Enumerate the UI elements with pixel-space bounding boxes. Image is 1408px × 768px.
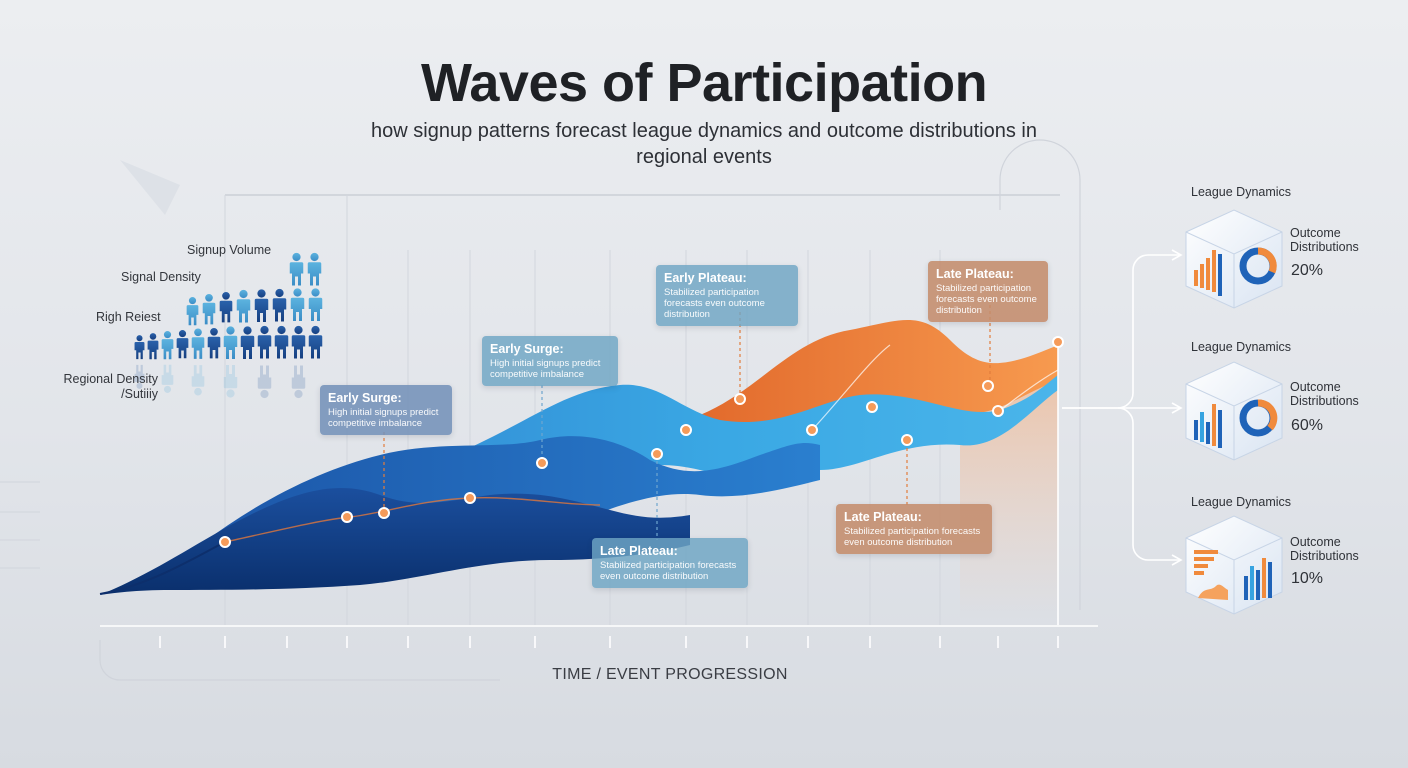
marker-6 [651, 448, 663, 460]
people-label-regional-density: Regional Density /Sutiiiy [63, 372, 159, 401]
wave-dark [100, 487, 690, 595]
callout-body: Stabilized participation forecasts even … [844, 526, 981, 548]
panel-1-league-label: League Dynamics [1191, 185, 1292, 199]
panel-2-league-label: League Dynamics [1191, 340, 1292, 354]
callout-body: High initial signups predict competitive… [328, 407, 439, 429]
people-label-signal-density: Signal Density [121, 270, 201, 284]
callout-early-surge-2: Early Surge: High initial signups predic… [482, 336, 618, 386]
people-label-signup-volume: Signup Volume [187, 243, 272, 257]
event-markers [219, 336, 1064, 548]
callout-late-plateau-2: Late Plateau: Stabilized participation f… [836, 504, 992, 554]
background-frames [0, 139, 1081, 681]
page-title: Waves of Participation [420, 53, 988, 113]
callout-title: Late Plateau: [844, 510, 922, 524]
marker-12 [982, 380, 994, 392]
orange-trace-2 [811, 344, 891, 431]
panel-1-outcome-label: Outcome Distributions [1290, 226, 1359, 254]
outcome-cube-1 [1185, 209, 1283, 309]
panel-3-percent: 10% [1291, 570, 1324, 587]
panel-3-league-label: League Dynamics [1191, 495, 1292, 509]
marker-10 [866, 401, 878, 413]
marker-9 [806, 424, 818, 436]
marker-3 [378, 507, 390, 519]
panel-2-percent: 60% [1291, 417, 1324, 434]
callout-body: Stabilized participation forecasts even … [936, 283, 1037, 316]
connector-lines [1057, 249, 1183, 625]
marker-1 [219, 536, 231, 548]
marker-11 [901, 434, 913, 446]
callout-body: High initial signups predict competitive… [490, 358, 601, 380]
panel-3-outcome-label: Outcome Distributions [1290, 535, 1359, 563]
x-axis-label: TIME / EVENT PROGRESSION [552, 666, 788, 683]
marker-7 [680, 424, 692, 436]
marker-2 [341, 511, 353, 523]
outcome-cube-3 [1185, 515, 1283, 615]
marker-4 [464, 492, 476, 504]
panel-2-outcome-label: Outcome Distributions [1290, 380, 1359, 408]
callout-title: Early Plateau: [664, 271, 747, 285]
people-label-righ-reiest: Righ Reiest [96, 310, 161, 324]
panel-1-percent: 20% [1291, 262, 1324, 279]
participation-waves [99, 320, 1059, 595]
orange-trace [224, 497, 601, 543]
outcome-cube-2 [1185, 361, 1283, 461]
callout-body: Stabilized participation forecasts even … [600, 560, 737, 582]
marker-13 [992, 405, 1004, 417]
right-trace [997, 369, 1059, 413]
callout-title: Early Surge: [328, 391, 402, 405]
callout-title: Late Plateau: [936, 267, 1014, 281]
callout-early-surge-1: Early Surge: High initial signups predic… [320, 385, 452, 435]
callout-title: Early Surge: [490, 342, 564, 356]
wave-baseline [99, 541, 226, 595]
callout-body: Stabilized participation forecasts even … [664, 287, 765, 320]
callout-late-plateau-1: Late Plateau: Stabilized participation f… [592, 538, 748, 588]
marker-8 [734, 393, 746, 405]
marker-14 [1052, 336, 1064, 348]
callout-early-plateau: Early Plateau: Stabilized participation … [656, 265, 798, 326]
callout-late-plateau-3: Late Plateau: Stabilized participation f… [928, 261, 1048, 322]
x-axis [100, 625, 1098, 648]
marker-5 [536, 457, 548, 469]
callout-title: Late Plateau: [600, 544, 678, 558]
page-subtitle: how signup patterns forecast league dyna… [371, 120, 1037, 168]
